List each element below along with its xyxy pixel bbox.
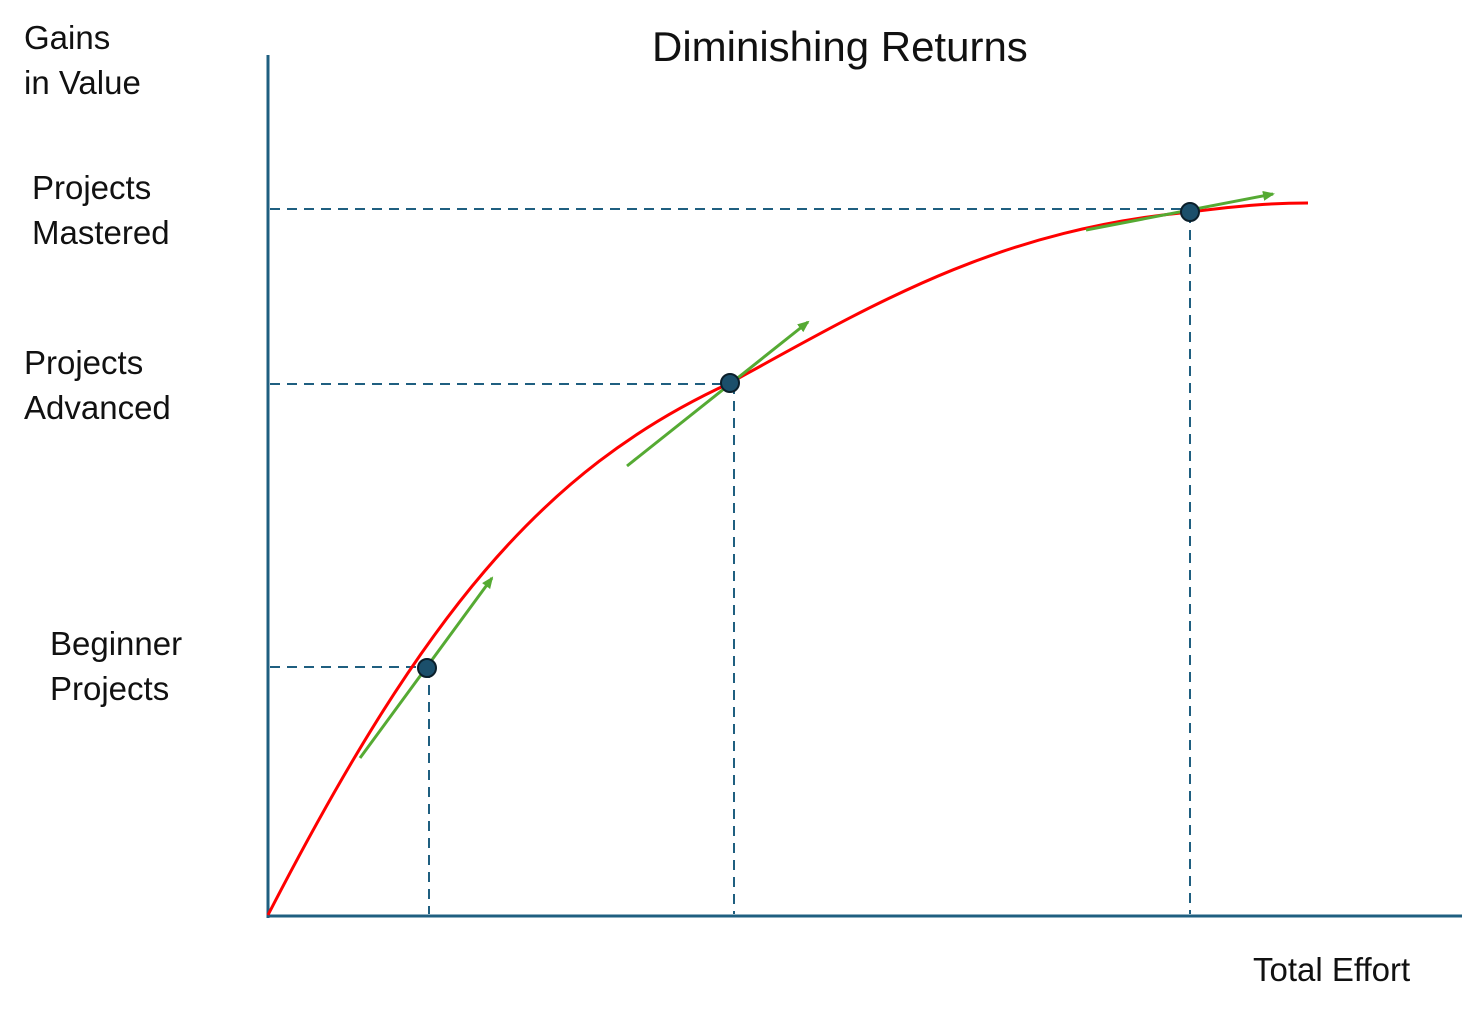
level-label-advanced-line-2: Advanced [24, 389, 171, 426]
point-beginner [417, 658, 437, 678]
y-axis-label-line-1: Gains [24, 19, 111, 56]
level-label-beginner-line-2: Projects [50, 670, 170, 707]
tangent-arrow-advanced [626, 320, 810, 468]
point-advanced [720, 373, 740, 393]
level-label-mastered-line-1: Projects [32, 169, 152, 206]
diminishing-returns-curve [266, 201, 1309, 916]
level-label-mastered: Projects Mastered [32, 165, 170, 255]
level-label-mastered-line-2: Mastered [32, 214, 170, 251]
level-label-beginner-line-1: Beginner [50, 625, 183, 662]
point-mastered [1180, 202, 1200, 222]
level-label-beginner: Beginner Projects [50, 621, 182, 711]
diagram-title: Diminishing Returns [652, 23, 1028, 70]
x-axis-label: Total Effort [1253, 951, 1411, 988]
level-label-advanced: Projects Advanced [24, 340, 171, 430]
tangent-arrow-mastered [1085, 190, 1275, 232]
y-axis-label: Gains in Value [24, 15, 141, 105]
y-axis-label-line-2: in Value [24, 64, 141, 101]
level-label-advanced-line-1: Projects [24, 344, 144, 381]
